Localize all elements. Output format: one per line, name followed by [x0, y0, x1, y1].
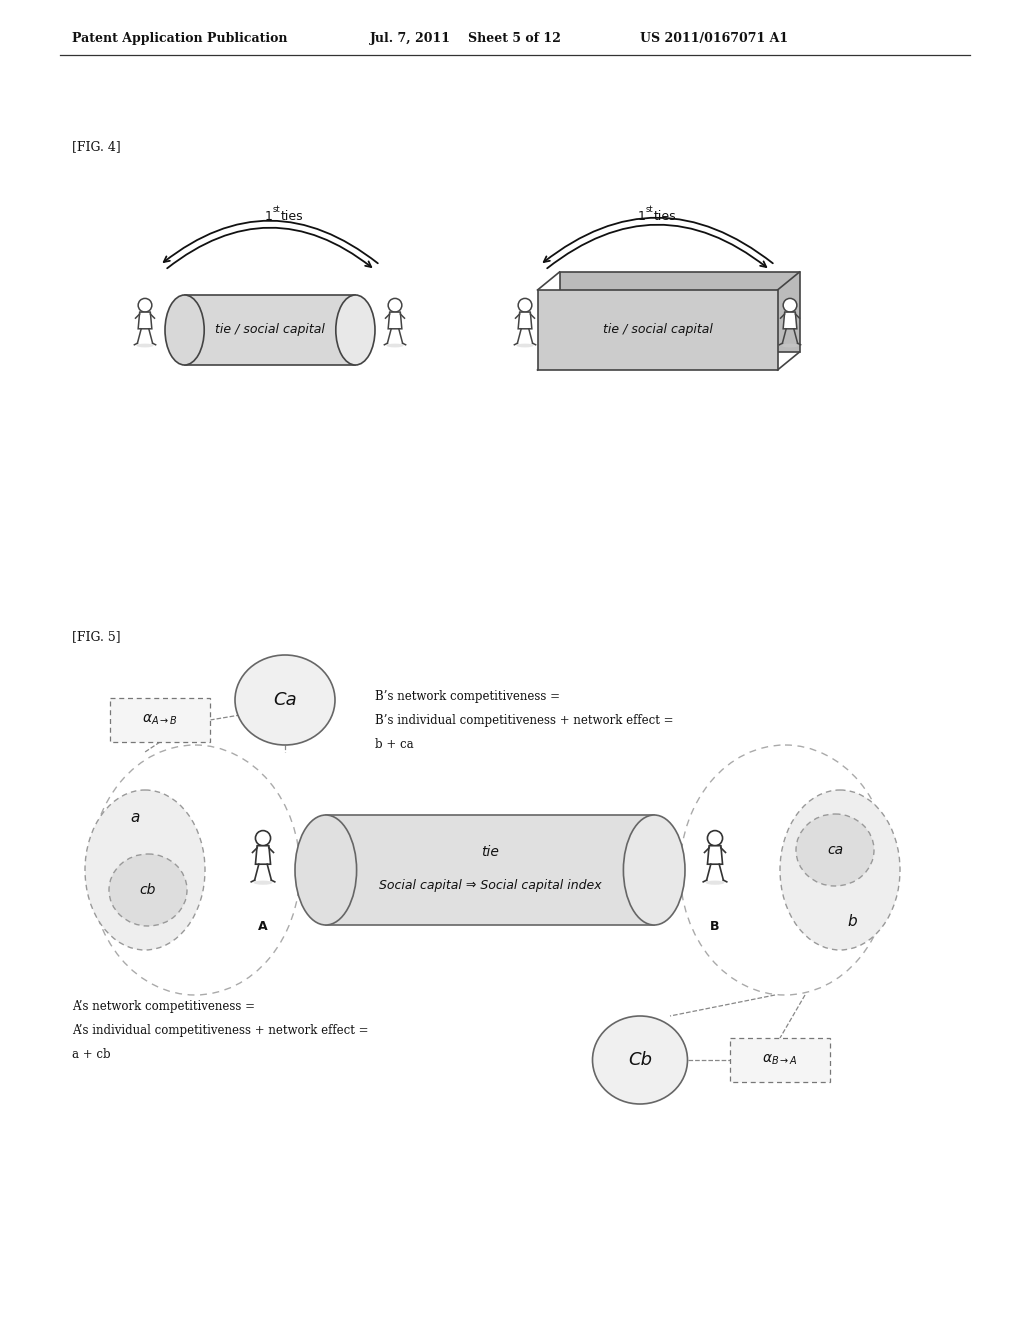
Ellipse shape — [593, 1016, 687, 1104]
Polygon shape — [518, 312, 531, 329]
Text: tie: tie — [481, 845, 499, 859]
Text: [FIG. 5]: [FIG. 5] — [72, 630, 121, 643]
Text: Cb: Cb — [628, 1051, 652, 1069]
Text: b: b — [847, 915, 857, 929]
Polygon shape — [255, 846, 270, 865]
Circle shape — [783, 298, 797, 312]
Circle shape — [708, 830, 723, 846]
Polygon shape — [708, 846, 723, 865]
Text: 1: 1 — [265, 210, 272, 223]
Polygon shape — [783, 312, 797, 329]
Text: B’s network competitiveness =: B’s network competitiveness = — [375, 690, 560, 704]
Bar — [559, 272, 800, 352]
Ellipse shape — [796, 814, 874, 886]
Text: A’s network competitiveness =: A’s network competitiveness = — [72, 1001, 255, 1012]
Text: B’s individual competitiveness + network effect =: B’s individual competitiveness + network… — [375, 714, 674, 727]
Text: Social capital ⇒ Social capital index: Social capital ⇒ Social capital index — [379, 879, 601, 891]
Ellipse shape — [136, 343, 154, 347]
Ellipse shape — [624, 814, 685, 925]
Text: Sheet 5 of 12: Sheet 5 of 12 — [468, 32, 561, 45]
Circle shape — [518, 298, 531, 312]
Text: a + cb: a + cb — [72, 1048, 111, 1061]
Text: b + ca: b + ca — [375, 738, 414, 751]
Text: st: st — [273, 205, 281, 214]
Text: US 2011/0167071 A1: US 2011/0167071 A1 — [640, 32, 788, 45]
Text: tie / social capital: tie / social capital — [215, 323, 325, 337]
Text: [FIG. 4]: [FIG. 4] — [72, 140, 121, 153]
Text: cb: cb — [140, 883, 157, 898]
Polygon shape — [388, 312, 401, 329]
Text: ca: ca — [827, 843, 843, 857]
Ellipse shape — [85, 789, 205, 950]
Ellipse shape — [706, 880, 724, 884]
Text: tie / social capital: tie / social capital — [602, 323, 713, 337]
Text: Ca: Ca — [273, 690, 297, 709]
Text: 1: 1 — [638, 210, 646, 223]
Bar — [110, 698, 210, 742]
Text: a: a — [130, 810, 139, 825]
Ellipse shape — [254, 880, 272, 884]
Bar — [184, 294, 355, 366]
Circle shape — [388, 298, 401, 312]
Text: ties: ties — [654, 210, 677, 223]
Ellipse shape — [295, 814, 356, 925]
Text: B: B — [711, 920, 720, 933]
Text: A: A — [258, 920, 268, 933]
Ellipse shape — [109, 854, 187, 927]
Text: st: st — [646, 205, 653, 214]
Ellipse shape — [780, 789, 900, 950]
Bar — [538, 290, 777, 370]
Ellipse shape — [234, 655, 335, 744]
Ellipse shape — [165, 294, 204, 366]
Circle shape — [138, 298, 152, 312]
Text: $\alpha_{A \rightarrow B}$: $\alpha_{A \rightarrow B}$ — [142, 713, 178, 727]
Text: Jul. 7, 2011: Jul. 7, 2011 — [370, 32, 451, 45]
Text: A’s individual competitiveness + network effect =: A’s individual competitiveness + network… — [72, 1024, 369, 1038]
Ellipse shape — [386, 343, 403, 347]
Text: $\alpha_{B \rightarrow A}$: $\alpha_{B \rightarrow A}$ — [762, 1053, 798, 1067]
Ellipse shape — [781, 343, 799, 347]
Circle shape — [255, 830, 270, 846]
Polygon shape — [138, 312, 152, 329]
Bar — [730, 1038, 830, 1082]
Ellipse shape — [516, 343, 534, 347]
Ellipse shape — [336, 294, 375, 366]
Text: ties: ties — [281, 210, 304, 223]
Bar — [326, 814, 654, 925]
Text: Patent Application Publication: Patent Application Publication — [72, 32, 288, 45]
